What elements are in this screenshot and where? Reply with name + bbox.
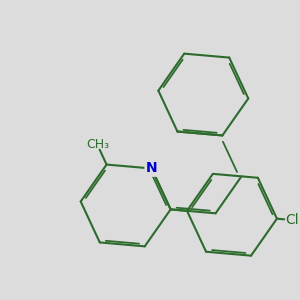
Text: CH₃: CH₃ [86, 138, 109, 151]
Text: Cl: Cl [286, 213, 299, 227]
Text: N: N [146, 161, 158, 176]
